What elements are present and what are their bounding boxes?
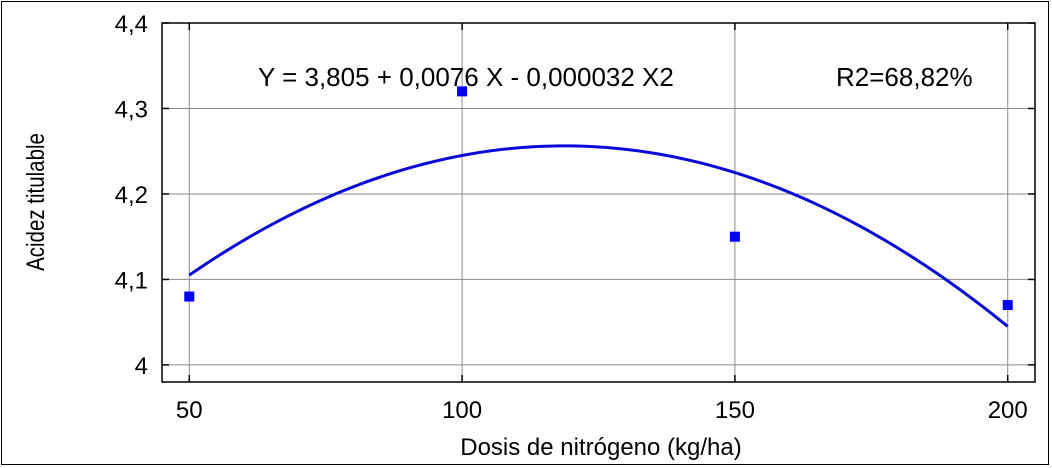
fit-curve xyxy=(188,144,1009,328)
x-tick-label: 150 xyxy=(715,397,755,424)
x-tick-label: 50 xyxy=(176,397,203,424)
y-tick-label: 4 xyxy=(135,353,148,380)
y-tick-label: 4,2 xyxy=(115,182,148,209)
y-axis-title: Acidez titulable xyxy=(21,133,49,271)
data-point xyxy=(1002,300,1013,311)
y-tick-label: 4,1 xyxy=(115,267,148,294)
y-tick-label: 4,3 xyxy=(115,96,148,123)
y-tick-label: 4,4 xyxy=(115,11,148,38)
x-axis-title: Dosis de nitrógeno (kg/ha) xyxy=(460,434,741,461)
plot-area xyxy=(161,22,1036,383)
r-squared-label: R2=68,82% xyxy=(836,62,973,92)
x-axis-tick-labels: 50 100 150 200 xyxy=(176,397,1028,424)
fit-equation: Y = 3,805 + 0,0076 X - 0,000032 X2 xyxy=(258,62,674,92)
y-axis-tick-labels: 4 4,1 4,2 4,3 4,4 xyxy=(115,11,148,380)
x-tick-label: 100 xyxy=(442,397,482,424)
data-point xyxy=(729,231,740,242)
data-point xyxy=(184,291,195,302)
x-tick-label: 200 xyxy=(988,397,1028,424)
data-point xyxy=(457,86,468,97)
axis-ticks xyxy=(162,22,1035,382)
data-points xyxy=(184,86,1013,311)
